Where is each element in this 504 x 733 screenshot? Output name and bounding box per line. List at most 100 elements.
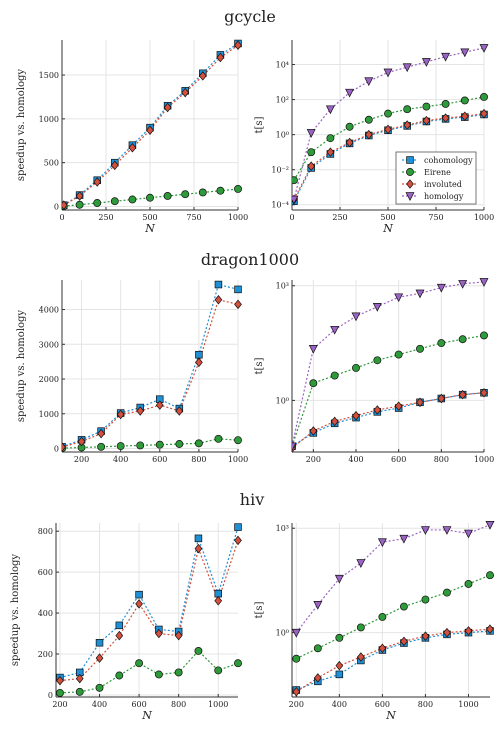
x-tick-label: 800: [171, 700, 186, 709]
series-line-involuted: [292, 392, 485, 449]
data-point: [394, 293, 404, 303]
data-point: [194, 534, 203, 543]
data-point: [214, 295, 223, 305]
y-tick-label: 800: [38, 527, 53, 536]
x-tick-label: 400: [348, 455, 363, 464]
data-point: [155, 628, 163, 639]
data-point: [372, 303, 382, 312]
y-axis-label: speedup vs. homology: [10, 554, 21, 667]
data-point: [480, 387, 488, 398]
data-point: [195, 350, 203, 359]
x-tick-label: 1000: [228, 455, 248, 464]
x-tick-label: 600: [131, 700, 146, 709]
data-point: [234, 523, 242, 531]
data-point: [364, 115, 373, 124]
panel-title: gcycle: [224, 7, 276, 26]
series-line-involuted: [295, 628, 491, 693]
series-group: [62, 280, 242, 453]
series-line-cohomology: [296, 630, 491, 691]
x-axis-label: N: [141, 709, 152, 722]
y-tick-label: 1500: [39, 71, 59, 80]
data-point: [174, 668, 183, 677]
x-tick-label: 1000: [474, 455, 494, 464]
data-point: [181, 190, 190, 199]
x-tick-label: 750: [186, 213, 201, 222]
y-tick-label: 10³: [276, 282, 289, 291]
data-point: [56, 675, 64, 686]
data-point: [115, 630, 124, 641]
data-point: [110, 160, 119, 171]
data-point: [394, 401, 403, 411]
series-line-Eirene: [63, 188, 239, 207]
data-point: [464, 529, 473, 539]
series-group: [56, 523, 242, 697]
data-point: [174, 630, 183, 641]
data-point: [437, 339, 446, 348]
data-point: [352, 410, 360, 421]
panel-title: dragon1000: [201, 250, 299, 269]
data-point: [334, 574, 344, 584]
y-tick-label: 10²: [276, 96, 289, 105]
data-point: [309, 379, 318, 388]
data-point: [194, 646, 203, 655]
series-line-Eirene: [292, 334, 485, 447]
data-point: [356, 559, 366, 568]
data-point: [383, 68, 393, 78]
y-tick-label: 10⁻⁴: [271, 201, 289, 210]
data-point: [234, 535, 242, 546]
data-point: [292, 654, 301, 663]
data-point: [77, 436, 86, 447]
series-group: [292, 278, 489, 453]
data-point: [292, 628, 301, 638]
data-point: [460, 111, 469, 121]
y-tick-label: 500: [44, 159, 59, 168]
data-point: [330, 325, 340, 335]
x-tick-label: 600: [375, 700, 390, 709]
series-line-involuted: [63, 44, 239, 206]
data-point: [175, 406, 184, 416]
plot-dragon1000-speedup: 200 400 600 800 1000 0 1000 2000 3000 4000 speedup…: [16, 280, 248, 464]
data-point: [356, 623, 365, 632]
data-point: [403, 120, 412, 130]
data-point: [135, 659, 144, 668]
x-tick-label: 0: [59, 213, 64, 222]
data-point: [135, 599, 143, 609]
data-point: [155, 400, 164, 410]
data-point: [486, 571, 494, 580]
data-point: [406, 179, 414, 189]
data-point: [234, 285, 242, 294]
y-tick-label: 10³: [276, 524, 289, 533]
series-group: [292, 520, 495, 697]
x-tick-label: 400: [113, 455, 128, 464]
x-tick-label: 800: [191, 455, 206, 464]
data-point: [436, 283, 446, 293]
data-point: [115, 671, 124, 680]
data-point: [405, 192, 415, 201]
y-tick-label: 0: [48, 691, 53, 700]
data-point: [422, 102, 431, 111]
data-point: [479, 278, 489, 287]
data-point: [163, 102, 172, 113]
x-tick-label: 200: [306, 455, 321, 464]
data-point: [480, 108, 488, 119]
data-point: [335, 660, 344, 671]
data-point: [421, 58, 431, 67]
x-tick-label: 200: [289, 700, 304, 709]
data-point: [394, 350, 403, 359]
legend-label-cohomology: cohomology: [424, 156, 473, 165]
data-point: [416, 344, 424, 353]
series-line-cohomology: [62, 283, 239, 448]
series-line-Eirene: [59, 650, 239, 694]
series-line-Eirene: [293, 96, 485, 181]
data-point: [373, 405, 382, 415]
data-point: [97, 428, 105, 439]
data-point: [292, 442, 297, 452]
data-point: [214, 666, 223, 675]
data-point: [181, 87, 190, 98]
data-point: [330, 371, 339, 380]
data-point: [377, 538, 387, 548]
x-tick-label: 500: [380, 213, 395, 222]
data-point: [480, 331, 488, 340]
data-point: [479, 44, 489, 53]
data-point: [345, 88, 355, 98]
